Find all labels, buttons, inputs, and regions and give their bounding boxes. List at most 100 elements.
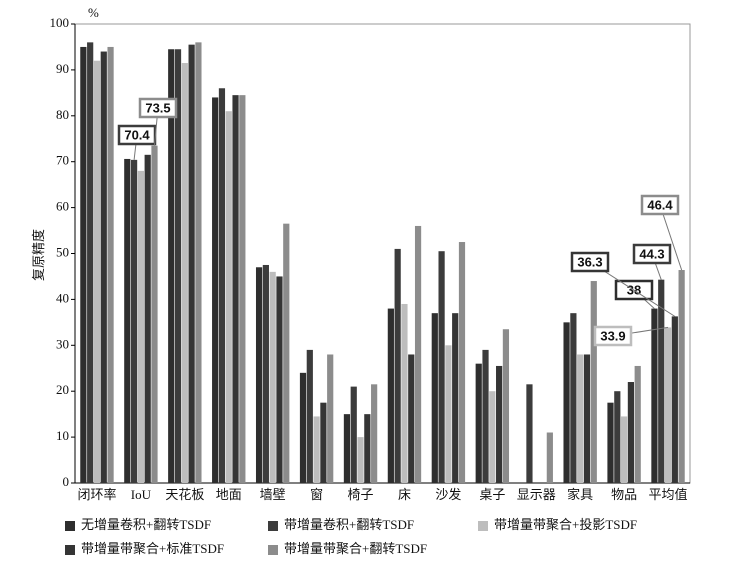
bar: [394, 248, 401, 483]
bar: [327, 354, 334, 483]
y-tick-label: 70: [56, 153, 69, 168]
bar: [445, 345, 452, 483]
y-axis-label: 复原精度: [31, 229, 46, 281]
legend-swatch: [268, 521, 278, 531]
bar: [570, 313, 577, 483]
label-box: [570, 251, 610, 273]
bar: [276, 276, 283, 483]
bar: [627, 382, 635, 483]
bar: [438, 251, 445, 483]
x-tick-label: 沙发: [435, 487, 461, 502]
bar: [174, 49, 182, 484]
value-label: 70.4: [124, 127, 150, 142]
legend-label: 无增量卷积+翻转TSDF: [81, 517, 211, 532]
bar: [93, 60, 101, 483]
bar: [218, 88, 226, 483]
bar: [475, 363, 482, 483]
bar: [151, 145, 158, 483]
bar: [563, 322, 570, 483]
x-tick-label: 地面: [216, 487, 242, 502]
legend-label: 带增量带聚合+投影TSDF: [494, 517, 637, 532]
value-label: 73.5: [145, 100, 170, 115]
bar: [614, 391, 621, 483]
x-tick-label: 显示器: [517, 487, 556, 502]
bar: [590, 281, 597, 483]
y-tick-label: 10: [56, 428, 69, 443]
legend-label: 带增量卷积+翻转TSDF: [284, 517, 414, 532]
value-label: 36.3: [577, 254, 602, 269]
bar: [458, 242, 466, 483]
legend-swatch: [65, 545, 75, 555]
bar: [262, 264, 269, 483]
bar: [144, 154, 151, 483]
legend-swatch: [478, 521, 488, 531]
legend-label: 带增量带聚合+标准TSDF: [81, 541, 224, 556]
x-tick-label: 家具: [567, 487, 593, 502]
bar: [313, 416, 320, 483]
bar: [577, 354, 584, 483]
label-box: [593, 325, 633, 347]
bar: [299, 372, 307, 483]
bar: [651, 308, 658, 483]
bar: [357, 437, 364, 483]
bar: [502, 329, 510, 483]
x-tick-label: 天花板: [165, 487, 204, 502]
bar: [232, 95, 239, 484]
bar: [431, 313, 438, 483]
label-box: [632, 243, 672, 265]
bar: [401, 303, 408, 483]
y-tick-label: 20: [56, 382, 69, 397]
label-box: [640, 194, 680, 216]
bar: [269, 271, 276, 483]
y-tick-label: 40: [56, 290, 69, 305]
bar: [350, 386, 357, 483]
bar: [195, 42, 202, 484]
x-tick-label: 窗: [310, 487, 323, 502]
bar: [283, 223, 290, 484]
x-tick-label: 墙壁: [260, 487, 286, 502]
x-tick-label: 桌子: [479, 487, 505, 502]
x-tick-label: 椅子: [348, 487, 374, 502]
bar: [414, 225, 422, 483]
y-tick-label: 50: [56, 244, 69, 259]
y-tick-label: 0: [63, 474, 70, 489]
bar: [546, 432, 553, 483]
value-label: 44.3: [639, 246, 664, 261]
label-box: [138, 97, 178, 119]
legend-label: 带增量带聚合+翻转TSDF: [284, 541, 427, 556]
bar: [225, 111, 232, 484]
bar: [482, 349, 489, 483]
x-tick-label: 闭环率: [77, 487, 116, 502]
bar: [107, 46, 114, 483]
bar: [306, 349, 313, 483]
bar: [489, 391, 496, 483]
bar: [87, 42, 94, 484]
bar: [371, 384, 378, 483]
bar: [168, 49, 175, 484]
bar: [188, 44, 195, 483]
bar: [320, 402, 327, 483]
bar: [658, 279, 665, 483]
y-tick-label: 90: [56, 61, 69, 76]
y-tick-label: 80: [56, 107, 69, 122]
bar: [664, 327, 672, 483]
legend-swatch: [268, 545, 278, 555]
bar: [583, 354, 591, 483]
bar: [181, 63, 188, 483]
leader-line: [659, 204, 683, 271]
bar: [212, 97, 219, 483]
y-unit: %: [88, 5, 99, 20]
y-tick-label: 60: [56, 199, 69, 214]
bar: [80, 46, 87, 483]
x-tick-label: 床: [398, 487, 411, 502]
value-label: 33.9: [600, 328, 625, 343]
bar: [678, 270, 685, 483]
bar: [130, 159, 138, 483]
bar: [343, 414, 351, 483]
bar: [364, 414, 371, 483]
y-tick-label: 100: [50, 15, 70, 30]
bar: [634, 365, 641, 483]
bar: [496, 365, 503, 483]
x-tick-label: 平均值: [649, 487, 688, 502]
bar: [526, 384, 533, 483]
